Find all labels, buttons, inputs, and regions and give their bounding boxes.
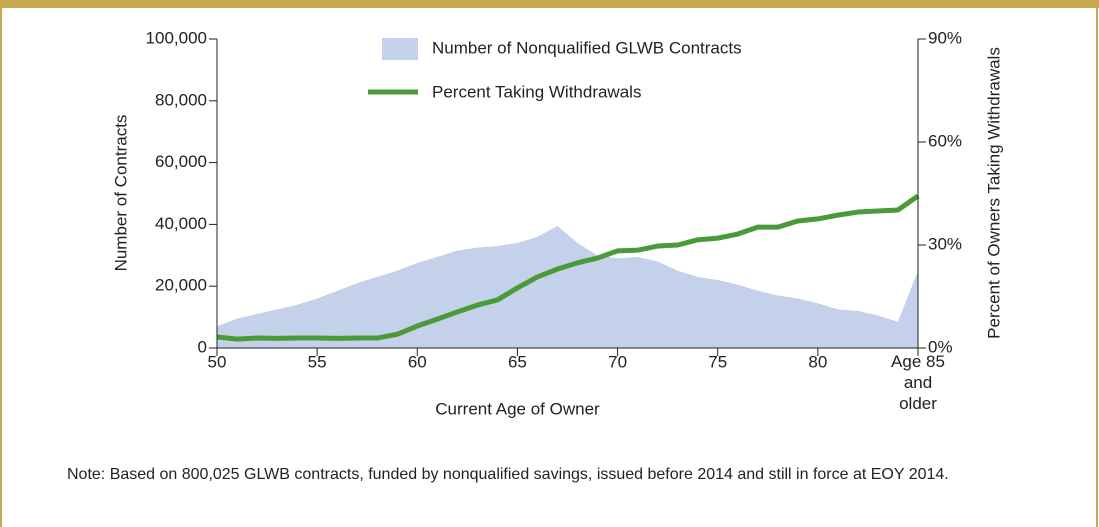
y-tick-label: 0: [198, 337, 207, 356]
x-tick-label: 55: [308, 352, 327, 371]
y2-tick-label: 0%: [928, 337, 953, 356]
x-tick-label: 75: [708, 352, 727, 371]
legend-label: Percent Taking Withdrawals: [432, 82, 641, 101]
x-tick-label: Age 85 and older: [891, 352, 945, 413]
x-tick-label: 80: [808, 352, 827, 371]
top-bar: [0, 0, 1099, 8]
withdrawal-line: [216, 193, 920, 342]
y2-tick-label: 60%: [928, 131, 962, 150]
contracts-area: [217, 225, 918, 348]
legend-label: Number of Nonqualified GLWB Contracts: [432, 38, 742, 57]
y2-tick-label: 30%: [928, 234, 962, 253]
plot: 0 20,000 40,000 60,000 80,000 100,000 0% 30% 60%…: [111, 28, 1003, 418]
y-tick-label: 60,000: [155, 152, 207, 171]
note: Note: Based on 800,025 GLWB contracts, f…: [67, 466, 949, 483]
y2-tick-label: 90%: [928, 28, 962, 47]
x-axis-label: Current Age of Owner: [435, 399, 600, 418]
y-tick-label: 80,000: [155, 90, 207, 109]
y-axis-label: Number of Contracts: [111, 115, 130, 272]
y-tick-label: 40,000: [155, 214, 207, 233]
x-tick-label: 50: [208, 352, 227, 371]
y2-axis-label: Percent of Owners Taking Withdrawals: [984, 47, 1003, 339]
y-tick-label: 100,000: [146, 28, 207, 47]
legend-swatch: [382, 38, 418, 60]
y-tick-label: 20,000: [155, 276, 207, 295]
x-tick-label: 65: [508, 352, 527, 371]
x-tick-label: 70: [608, 352, 627, 371]
x-tick-label: 60: [408, 352, 427, 371]
